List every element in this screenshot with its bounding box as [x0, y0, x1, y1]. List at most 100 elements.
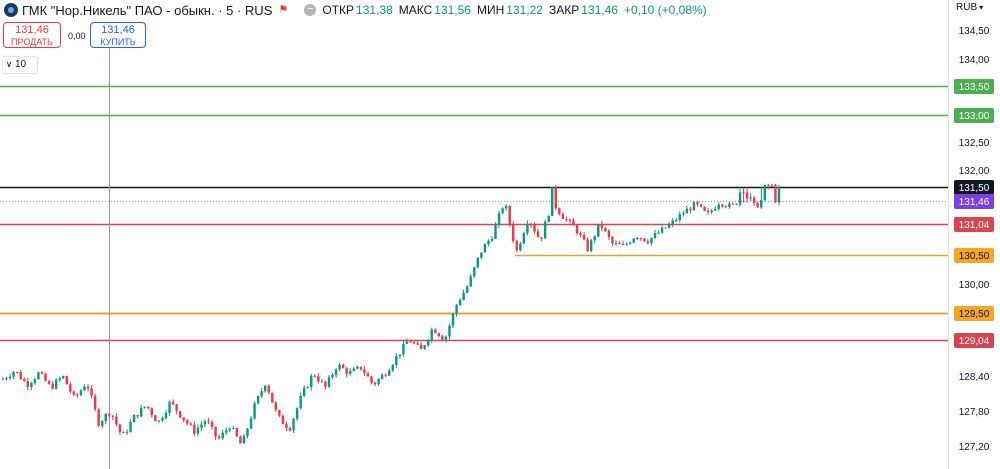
candle-body — [72, 391, 76, 395]
candle-body — [217, 436, 221, 439]
candle-body — [533, 224, 536, 232]
candle-body — [373, 382, 377, 385]
candle-body — [12, 371, 15, 377]
sell-button[interactable]: 131,46 ПРОДАТЬ — [3, 22, 61, 48]
candle-body — [412, 342, 416, 344]
candle-body — [561, 213, 565, 219]
candle-body — [384, 374, 387, 376]
candle-body — [317, 376, 320, 382]
candle-body — [79, 390, 83, 396]
candle-body — [139, 407, 143, 417]
y-tick-label-6: 127,80 — [959, 407, 990, 418]
flag-icon[interactable]: ⚑ — [278, 4, 289, 16]
candle-body — [203, 421, 207, 425]
candle-body — [370, 376, 373, 383]
candle-body — [118, 424, 122, 433]
candle-body — [65, 375, 68, 385]
currency-selector[interactable]: RUB ▾ — [956, 2, 983, 13]
candle-body — [660, 227, 664, 233]
candle-body — [494, 224, 497, 239]
candle-body — [760, 200, 763, 208]
candle-body — [554, 186, 557, 209]
candle-body — [710, 210, 713, 213]
candle-body — [579, 233, 582, 236]
candle-body — [189, 423, 192, 425]
candle-body — [295, 408, 299, 419]
candle-body — [724, 206, 728, 208]
candle-body — [455, 304, 458, 314]
candle-body — [522, 233, 526, 244]
candle-body — [154, 415, 157, 422]
candle-body — [597, 223, 600, 237]
candle-body — [473, 267, 476, 277]
candle-body — [480, 252, 483, 258]
collapse-icon[interactable]: − — [304, 4, 317, 16]
candle-body — [497, 213, 501, 225]
candles — [1, 183, 781, 444]
candle-body — [618, 242, 621, 245]
close-value: 131,46 — [581, 3, 618, 17]
candle-body — [37, 372, 40, 380]
candle-body — [490, 238, 494, 241]
candle-body — [313, 375, 317, 377]
candle-body — [483, 244, 487, 253]
candle-body — [366, 373, 370, 377]
candle-body — [331, 374, 334, 378]
candle-body — [774, 185, 777, 203]
candle-body — [23, 379, 26, 382]
volume-toggle[interactable]: ∨ 10 — [2, 56, 38, 74]
candle-body — [678, 214, 681, 221]
candle-body — [625, 243, 628, 245]
candle-body — [324, 381, 327, 387]
candle-body — [526, 223, 529, 234]
candle-body — [600, 223, 604, 228]
candle-body — [271, 392, 274, 403]
y-tick-label-2: 132,50 — [959, 138, 990, 149]
candle-body — [657, 232, 660, 234]
candle-body — [182, 417, 185, 421]
candle-body — [607, 230, 611, 238]
candle-body — [193, 424, 196, 434]
candle-body — [667, 224, 671, 228]
level-badge-3 — [954, 217, 994, 232]
candle-body — [19, 371, 22, 380]
candle-body — [171, 401, 175, 405]
level-badge-0 — [954, 79, 994, 94]
candle-body — [402, 343, 405, 355]
candle-body — [696, 202, 699, 205]
spread-value: 0,00 — [68, 31, 86, 41]
buy-button[interactable]: 131,46 КУПИТЬ — [90, 22, 146, 48]
candle-body — [161, 418, 164, 421]
price-badges: 133,50 133,00 131,50 131,04 130,50 129,50 129,… — [954, 79, 994, 348]
candle-body — [551, 186, 554, 216]
candle-body — [341, 364, 345, 369]
candle-body — [590, 240, 593, 251]
candle-body — [108, 413, 111, 416]
symbol-title[interactable]: ГМК "Нор.Никель" ПАО - обыкн. · 5 · RUS — [22, 2, 273, 18]
candle-body — [434, 329, 437, 334]
y-tick-label-3: 132,00 — [959, 166, 990, 177]
candle-body — [547, 215, 550, 222]
candle-body — [504, 206, 508, 209]
candle-body — [621, 244, 625, 246]
candle-body — [639, 237, 643, 239]
currency-label: RUB — [956, 2, 978, 13]
y-tick-label-4: 130,00 — [959, 280, 990, 291]
candle-body — [175, 404, 178, 412]
level-badge-label-0: 133,50 — [959, 82, 990, 93]
candle-body — [714, 208, 717, 211]
candle-body — [345, 368, 348, 374]
candle-body — [264, 385, 267, 392]
candle-body — [706, 210, 710, 213]
candle-body — [242, 435, 246, 444]
candle-body — [752, 197, 756, 204]
candle-body — [388, 370, 391, 376]
chart-header: ГМК "Нор.Никель" ПАО - обыкн. · 5 · RUS … — [0, 0, 713, 20]
candle-body — [405, 341, 409, 344]
company-logo-icon — [4, 3, 18, 17]
last-price-badge-label: 131,46 — [959, 197, 990, 208]
candle-body — [451, 313, 455, 326]
candle-body — [692, 202, 696, 211]
candle-body — [69, 384, 72, 392]
